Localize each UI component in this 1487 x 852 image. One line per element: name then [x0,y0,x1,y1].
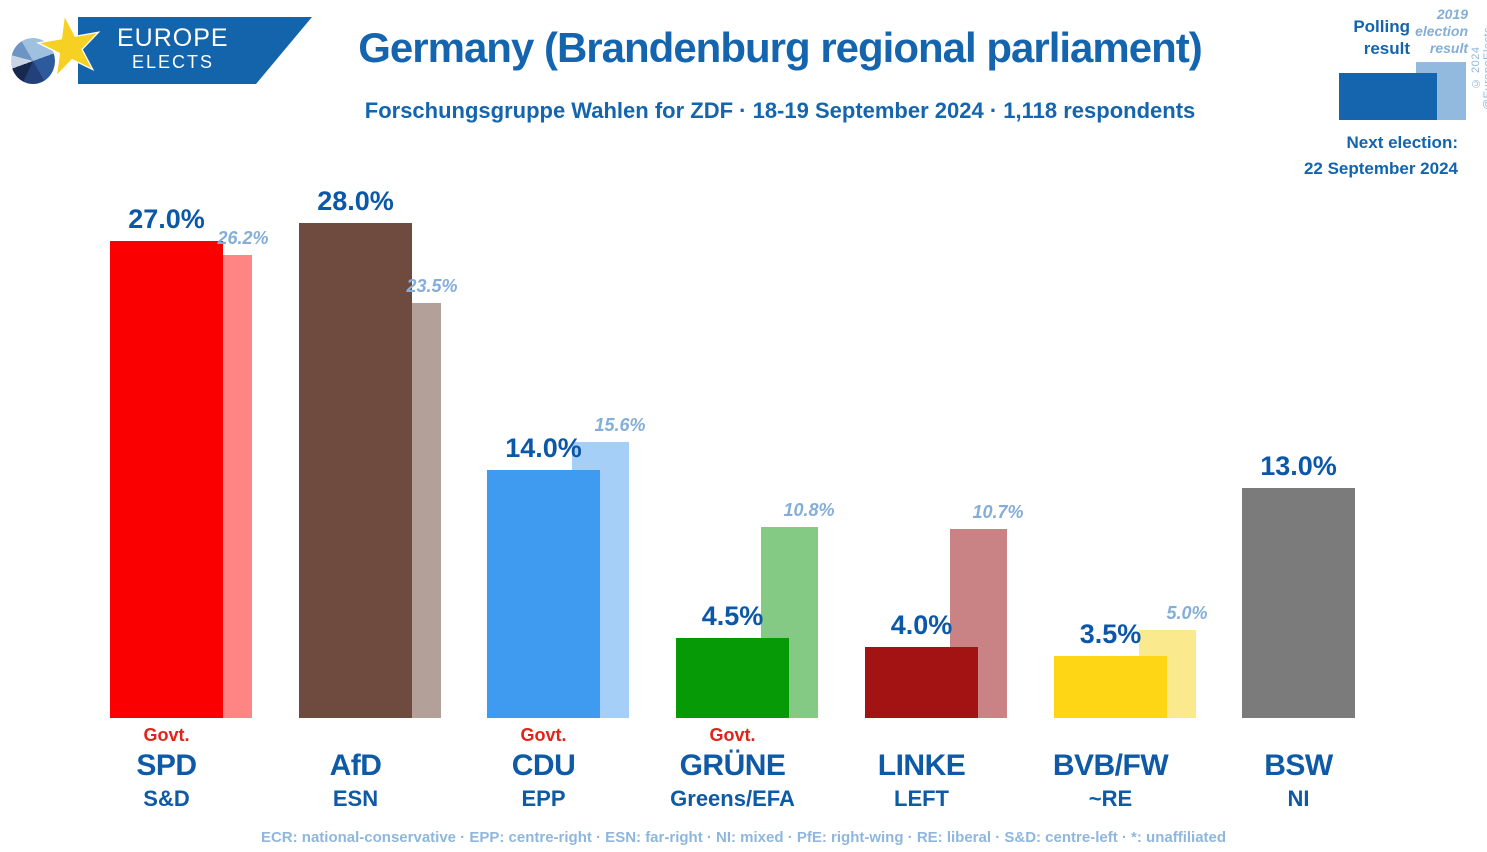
logo-line2: ELECTS [131,52,214,72]
bar-polling-BSW [1242,488,1355,718]
next-election-label: Next election: [1346,133,1458,152]
govt-tag-LINKE [825,722,1018,748]
party-group-BVB/FW: ~RE [1088,786,1133,811]
legend-election-label: 2019 election result [1415,6,1468,56]
party-name-CDU: CDU [511,749,576,782]
value-polling-SPD: 27.0% [128,203,205,234]
logo-line1: EUROPE [117,24,229,52]
bar-polling-GRÜNE [676,638,789,718]
party-group-SPD: S&D [143,786,190,811]
logo-text: EUROPE ELECTS [117,24,229,73]
govt-tag-GRÜNE: Govt. [709,725,756,745]
bar-polling-AfD [299,222,412,718]
party-slot-CDU: 15.6% 14.0% [487,158,646,718]
party-slot-LINKE: 10.7% 4.0% [865,158,1024,718]
bar-polling-BVB/FW [1054,656,1167,718]
party-label-CDU: Govt. CDU EPP [447,722,640,814]
party-group-GRÜNE: Greens/EFA [670,786,795,811]
party-slot-SPD: 26.2% 27.0% [110,158,269,718]
value-2019-AfD: 23.5% [406,275,458,296]
value-2019-BVB/FW: 5.0% [1166,602,1208,623]
page-title: Germany (Brandenburg regional parliament… [358,24,1203,71]
value-polling-AfD: 28.0% [317,185,394,216]
value-polling-GRÜNE: 4.5% [701,601,764,632]
party-name-BSW: BSW [1264,749,1333,782]
bar-polling-SPD [110,240,223,718]
party-name-SPD: SPD [136,749,197,782]
party-slot-BSW: 13.0% [1242,158,1384,718]
party-label-BSW: BSW NI [1202,722,1395,814]
value-polling-BSW: 13.0% [1260,451,1337,482]
group-abbreviation-legend: ECR: national-conservative · EPP: centre… [260,829,1227,846]
party-label-BVB/FW: BVB/FW ~RE [1014,722,1207,814]
bar-polling-CDU [487,470,600,718]
party-slot-BVB/FW: 5.0% 3.5% [1054,158,1208,718]
govt-tag-SPD: Govt. [143,725,190,745]
party-group-AfD: ESN [332,786,379,811]
party-slot-AfD: 23.5% 28.0% [299,158,458,718]
party-group-CDU: EPP [521,786,566,811]
party-name-GRÜNE: GRÜNE [679,749,786,782]
govt-tag-BSW [1202,722,1395,748]
value-2019-GRÜNE: 10.8% [783,500,835,521]
party-slot-GRÜNE: 10.8% 4.5% [676,158,835,718]
party-name-BVB/FW: BVB/FW [1052,749,1169,782]
party-label-LINKE: LINKE LEFT [825,722,1018,814]
govt-tag-BVB/FW [1014,722,1207,748]
value-polling-LINKE: 4.0% [890,610,953,641]
govt-tag-AfD [259,722,452,748]
value-2019-CDU: 15.6% [594,415,646,436]
govt-tag-CDU: Govt. [520,725,567,745]
party-name-AfD: AfD [329,749,382,782]
next-election-date: 22 September 2024 [1303,159,1458,178]
party-label-GRÜNE: Govt. GRÜNE Greens/EFA [636,722,829,814]
party-label-AfD: AfD ESN [259,722,452,814]
party-group-LINKE: LEFT [894,786,949,811]
legend-polling-label: Polling result [1353,17,1410,58]
party-name-LINKE: LINKE [877,749,966,782]
bar-polling-LINKE [865,647,978,718]
page-subtitle: Forschungsgruppe Wahlen for ZDF · 18-19 … [364,98,1196,123]
party-group-BSW: NI [1287,786,1310,811]
value-polling-CDU: 14.0% [505,433,582,464]
value-2019-SPD: 26.2% [217,227,269,248]
value-2019-LINKE: 10.7% [972,501,1024,522]
legend-polling-swatch [1339,73,1437,120]
party-label-SPD: Govt. SPD S&D [70,722,263,814]
value-polling-BVB/FW: 3.5% [1079,619,1142,650]
europe-elects-logo: EUROPE ELECTS [0,0,320,100]
